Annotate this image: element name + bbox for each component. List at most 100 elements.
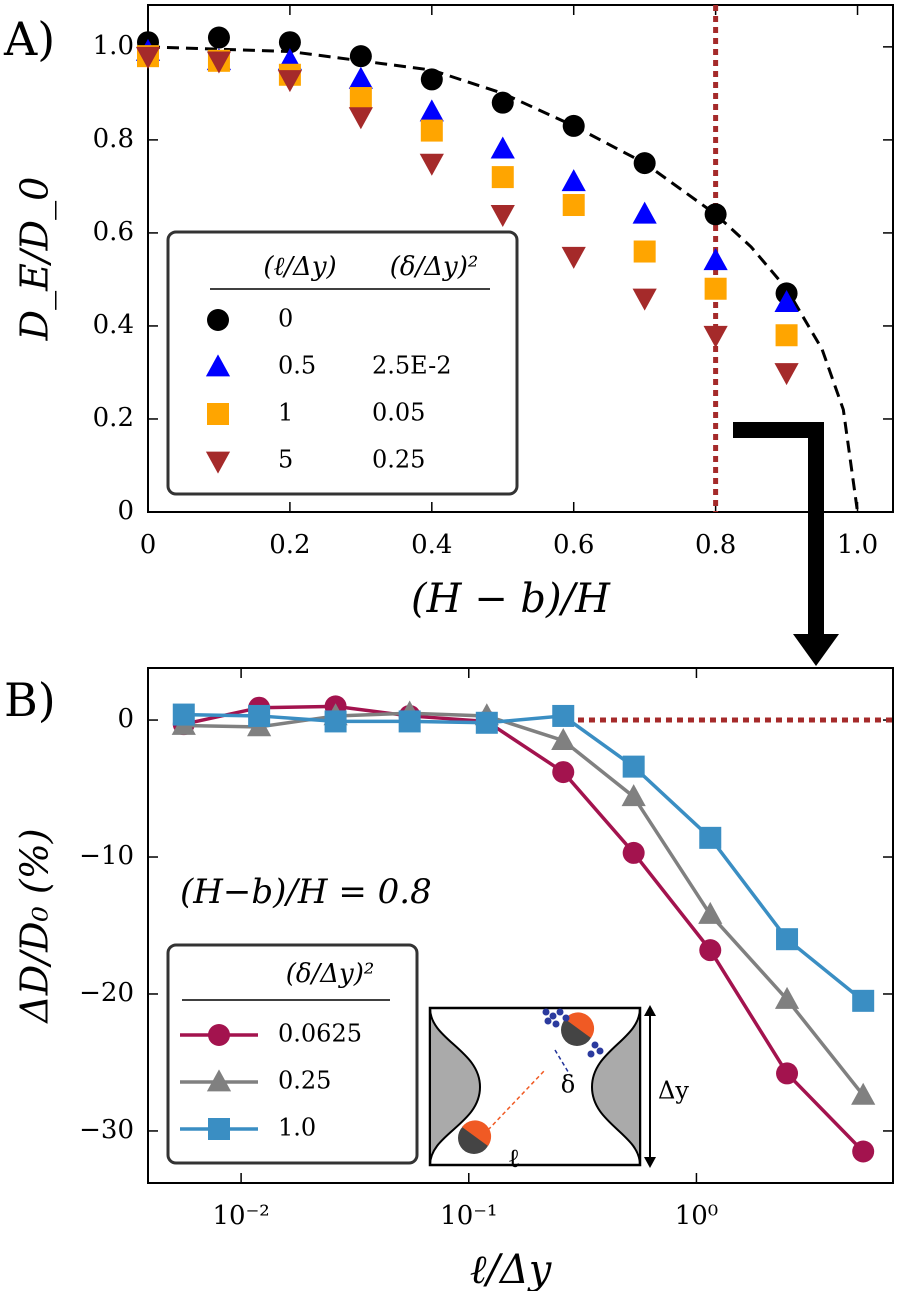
marker	[774, 986, 800, 1009]
marker	[562, 194, 585, 217]
legend-label: 0.05	[372, 399, 425, 427]
marker	[552, 761, 575, 784]
marker	[349, 45, 372, 68]
legend-label: 0	[278, 305, 293, 333]
legend-title: (δ/Δy)²	[286, 959, 375, 989]
marker	[622, 755, 645, 778]
inset: δ ℓ Δy	[428, 1005, 689, 1174]
marker	[703, 325, 728, 348]
connector-arrow	[733, 422, 824, 636]
x-tick-label: 0.4	[411, 530, 452, 560]
marker	[419, 99, 444, 122]
marker	[561, 169, 586, 192]
marker	[621, 784, 646, 807]
particle-cap	[462, 1120, 492, 1146]
marker	[491, 91, 514, 114]
y-tick-label: 0	[117, 496, 134, 526]
particle-cap	[565, 1012, 595, 1038]
inset-label: ℓ	[508, 1144, 520, 1174]
panel-label: A)	[3, 12, 55, 66]
marker	[207, 309, 229, 331]
marker	[632, 288, 657, 311]
x-tick-label: 0.2	[269, 530, 310, 560]
marker	[852, 989, 875, 1012]
marker	[420, 68, 443, 91]
marker	[348, 107, 373, 130]
marker	[398, 710, 421, 733]
marker	[776, 928, 799, 951]
marker	[324, 710, 347, 733]
panel-label: B)	[4, 673, 56, 727]
marker	[135, 46, 161, 69]
marker	[562, 114, 585, 137]
marker	[699, 939, 722, 962]
x-axis-label: ℓ/Δy	[470, 1247, 553, 1291]
arrow-head	[793, 634, 839, 666]
marker	[206, 1069, 232, 1092]
marker	[277, 70, 303, 93]
x-tick-label: 1.0	[837, 530, 878, 560]
marker	[552, 704, 575, 727]
marker	[278, 31, 301, 54]
inset-label: Δy	[658, 1077, 689, 1105]
y-tick-label: −10	[79, 841, 134, 871]
x-axis-label: (H − b)/H	[411, 576, 611, 622]
marker	[774, 290, 799, 313]
marker	[248, 704, 271, 727]
marker	[490, 204, 515, 227]
marker	[490, 136, 515, 159]
marker	[420, 119, 443, 142]
legend-label: 0.5	[278, 352, 316, 380]
x-tick-label: 10⁰	[675, 1201, 719, 1231]
marker	[207, 403, 229, 425]
y-tick-label: 0.8	[93, 124, 134, 154]
legend-label: 0.0625	[278, 1020, 362, 1048]
arrow-head	[644, 1005, 656, 1016]
legend-label: 1.0	[278, 1114, 316, 1142]
marker	[704, 203, 727, 226]
annotation: (H−b)/H = 0.8	[180, 872, 432, 912]
y-axis-label: ΔD/D₀ (%)	[13, 828, 57, 1024]
legend-label: 0.25	[372, 446, 425, 474]
y-tick-label: −30	[79, 1115, 134, 1145]
marker	[851, 1082, 876, 1105]
arrow-head	[644, 1157, 656, 1168]
marker	[172, 703, 195, 726]
marker	[205, 354, 231, 377]
wall-left	[429, 1007, 482, 1166]
marker	[633, 240, 656, 263]
y-tick-label: 0.4	[93, 310, 134, 340]
legend-label: 5	[278, 446, 293, 474]
marker	[622, 841, 645, 864]
marker	[207, 26, 230, 49]
fit-curve	[147, 45, 860, 513]
marker	[208, 1024, 230, 1046]
plot-frame	[147, 4, 894, 513]
marker	[703, 248, 728, 271]
marker	[205, 451, 231, 474]
marker	[419, 153, 444, 176]
marker	[698, 901, 723, 924]
x-tick-label: 10⁻²	[212, 1201, 269, 1231]
y-tick-label: 0.2	[93, 403, 134, 433]
marker	[349, 87, 372, 110]
marker	[774, 363, 799, 386]
x-tick-label: 10⁻¹	[440, 1201, 497, 1231]
marker	[206, 51, 232, 74]
marker	[348, 66, 373, 89]
y-tick-label: 0	[117, 704, 134, 734]
y-tick-label: 1.0	[93, 31, 134, 61]
marker	[852, 1140, 875, 1163]
delta-arrow	[554, 1049, 571, 1076]
legend-header: (δ/Δy)²	[390, 252, 479, 282]
wall-right	[590, 1007, 641, 1166]
y-tick-label: 0.6	[93, 217, 134, 247]
marker	[775, 324, 798, 347]
series-line	[183, 711, 865, 1097]
legend-label: 2.5E-2	[372, 352, 452, 380]
marker	[776, 1062, 799, 1085]
inset-label: δ	[561, 1071, 575, 1099]
y-axis-label: D_E/D_0	[13, 177, 58, 342]
marker	[632, 201, 657, 224]
